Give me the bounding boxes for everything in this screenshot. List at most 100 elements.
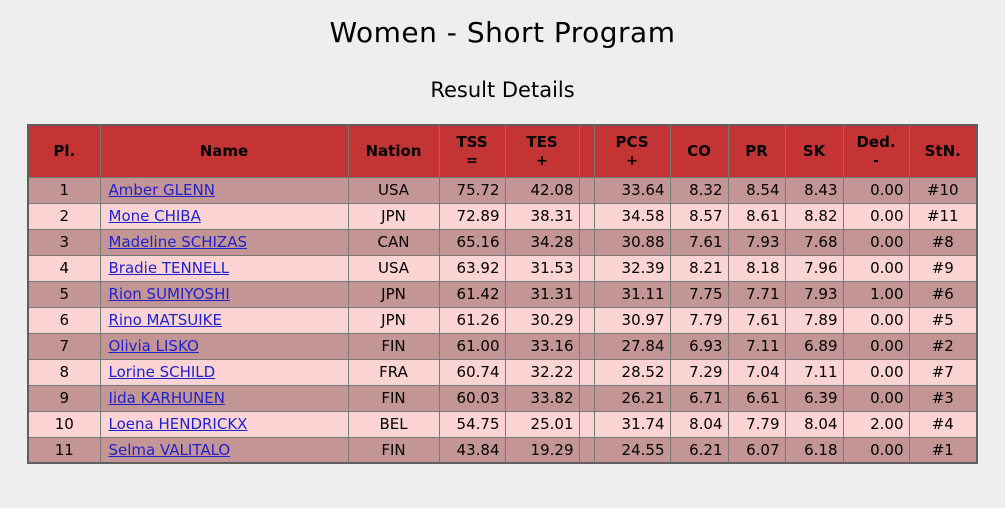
- cell-name: Loena HENDRICKX: [99, 410, 349, 438]
- cell-ded: 0.00: [842, 332, 910, 360]
- cell-co: 7.61: [669, 228, 729, 256]
- cell-pl: 7: [27, 332, 101, 360]
- cell-pcs: 31.74: [593, 410, 671, 438]
- cell-ded: 1.00: [842, 280, 910, 308]
- cell-nation: CAN: [347, 228, 440, 256]
- cell-name: Bradie TENNELL: [99, 254, 349, 282]
- cell-co: 8.57: [669, 202, 729, 230]
- cell-tes: 31.31: [504, 280, 580, 308]
- cell-sk: 7.89: [784, 306, 844, 334]
- table-row: 4 Bradie TENNELL USA 63.92 31.53 32.39 8.21 8.1…: [27, 254, 978, 282]
- cell-pr: 7.04: [727, 358, 786, 386]
- cell-nation: FIN: [347, 332, 440, 360]
- cell-nation: BEL: [347, 410, 440, 438]
- cell-stn: #3: [908, 384, 978, 412]
- cell-pl: 11: [27, 436, 101, 464]
- skater-link[interactable]: Olivia LISKO: [108, 337, 199, 355]
- cell-name: Olivia LISKO: [99, 332, 349, 360]
- cell-stn: #8: [908, 228, 978, 256]
- col-header-label: TES: [526, 133, 558, 152]
- col-header-label: StN.: [924, 142, 961, 161]
- table-row: 8 Lorine SCHILD FRA 60.74 32.22 28.52 7.29 7.04…: [27, 358, 978, 386]
- table-row: 11 Selma VALITALO FIN 43.84 19.29 24.55 6.21 6.…: [27, 436, 978, 464]
- spacer-cell: [578, 228, 595, 256]
- col-header-label: PCS: [615, 133, 649, 152]
- cell-tss: 75.72: [438, 176, 506, 204]
- cell-ded: 0.00: [842, 254, 910, 282]
- skater-link[interactable]: Loena HENDRICKX: [108, 415, 248, 433]
- cell-co: 7.29: [669, 358, 729, 386]
- cell-stn: #6: [908, 280, 978, 308]
- cell-name: Iida KARHUNEN: [99, 384, 349, 412]
- cell-name: Madeline SCHIZAS: [99, 228, 349, 256]
- col-header-label: Nation: [365, 142, 422, 161]
- cell-pr: 8.54: [727, 176, 786, 204]
- cell-pcs: 27.84: [593, 332, 671, 360]
- col-header-pr: PR: [727, 124, 786, 178]
- skater-link[interactable]: Mone CHIBA: [108, 207, 201, 225]
- cell-stn: #10: [908, 176, 978, 204]
- table-row: 6 Rino MATSUIKE JPN 61.26 30.29 30.97 7.79 7.61…: [27, 306, 978, 334]
- cell-tss: 54.75: [438, 410, 506, 438]
- col-header-symbol: +: [626, 153, 638, 170]
- cell-tss: 63.92: [438, 254, 506, 282]
- cell-ded: 0.00: [842, 384, 910, 412]
- cell-pr: 7.11: [727, 332, 786, 360]
- cell-pcs: 24.55: [593, 436, 671, 464]
- cell-pl: 9: [27, 384, 101, 412]
- cell-sk: 7.96: [784, 254, 844, 282]
- cell-sk: 7.93: [784, 280, 844, 308]
- skater-link[interactable]: Rino MATSUIKE: [108, 311, 222, 329]
- cell-sk: 6.89: [784, 332, 844, 360]
- spacer-cell: [578, 306, 595, 334]
- cell-tss: 61.42: [438, 280, 506, 308]
- table-row: 7 Olivia LISKO FIN 61.00 33.16 27.84 6.93 7.11 6…: [27, 332, 978, 360]
- cell-pl: 8: [27, 358, 101, 386]
- col-header-tss: TSS =: [438, 124, 506, 178]
- cell-pcs: 31.11: [593, 280, 671, 308]
- cell-stn: #4: [908, 410, 978, 438]
- cell-name: Amber GLENN: [99, 176, 349, 204]
- col-header-tes: TES +: [504, 124, 580, 178]
- cell-pl: 6: [27, 306, 101, 334]
- cell-co: 6.71: [669, 384, 729, 412]
- cell-pr: 7.71: [727, 280, 786, 308]
- col-header-label: SK: [802, 142, 826, 161]
- skater-link[interactable]: Amber GLENN: [108, 181, 215, 199]
- col-header-symbol: =: [466, 153, 478, 170]
- cell-nation: USA: [347, 254, 440, 282]
- cell-ded: 2.00: [842, 410, 910, 438]
- cell-ded: 0.00: [842, 202, 910, 230]
- col-header-symbol: -: [873, 153, 879, 170]
- cell-pr: 7.93: [727, 228, 786, 256]
- cell-pr: 6.07: [727, 436, 786, 464]
- col-header-label: Pl.: [53, 142, 76, 161]
- skater-link[interactable]: Selma VALITALO: [108, 440, 231, 459]
- skater-link[interactable]: Lorine SCHILD: [108, 363, 216, 381]
- cell-ded: 0.00: [842, 176, 910, 204]
- cell-pl: 4: [27, 254, 101, 282]
- skater-link[interactable]: Iida KARHUNEN: [108, 389, 226, 407]
- cell-stn: #5: [908, 306, 978, 334]
- skater-link[interactable]: Bradie TENNELL: [108, 259, 230, 277]
- skater-link[interactable]: Rion SUMIYOSHI: [108, 285, 230, 303]
- col-header-pl: Pl.: [27, 124, 101, 178]
- cell-sk: 8.43: [784, 176, 844, 204]
- cell-tss: 72.89: [438, 202, 506, 230]
- cell-name: Rion SUMIYOSHI: [99, 280, 349, 308]
- cell-pr: 6.61: [727, 384, 786, 412]
- cell-stn: #9: [908, 254, 978, 282]
- cell-pcs: 34.58: [593, 202, 671, 230]
- spacer-cell: [578, 384, 595, 412]
- table-row: 3 Madeline SCHIZAS CAN 65.16 34.28 30.88 7.61 7…: [27, 228, 978, 256]
- cell-tss: 43.84: [438, 436, 506, 464]
- col-header-sk: SK: [784, 124, 844, 178]
- col-header-symbol: +: [536, 153, 548, 170]
- cell-co: 6.93: [669, 332, 729, 360]
- col-header-label: PR: [745, 142, 768, 161]
- cell-stn: #1: [908, 436, 978, 464]
- cell-tes: 42.08: [504, 176, 580, 204]
- skater-link[interactable]: Madeline SCHIZAS: [108, 233, 247, 251]
- cell-tss: 61.00: [438, 332, 506, 360]
- col-header-label: TSS: [456, 133, 488, 152]
